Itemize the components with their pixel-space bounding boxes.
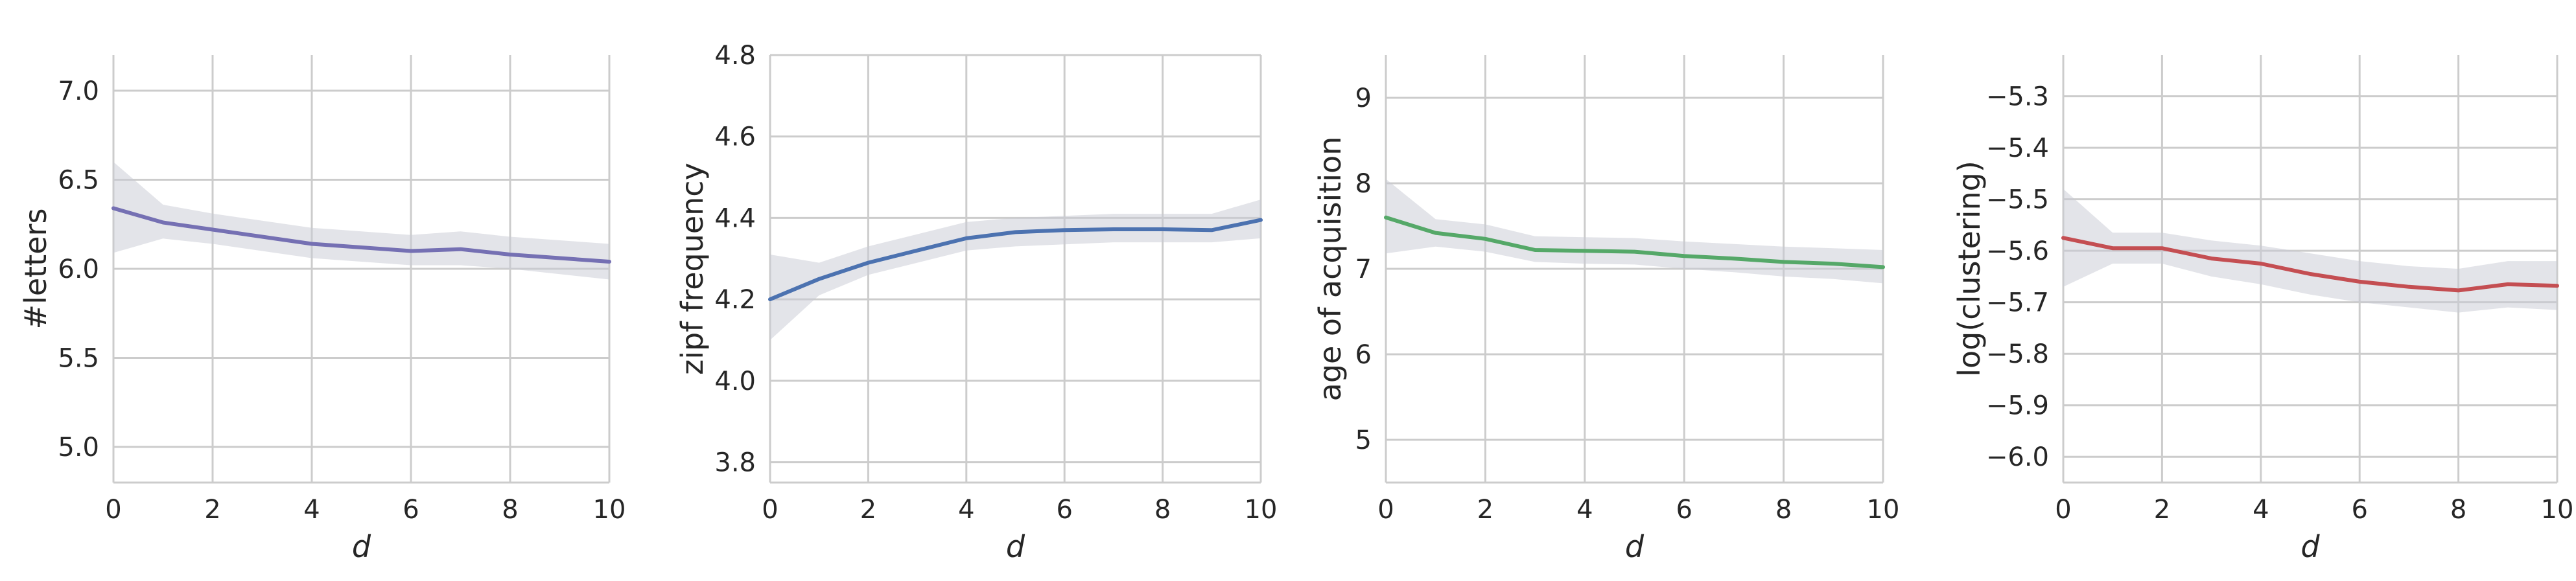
x-tick-label: 6	[1056, 495, 1072, 525]
y-tick-label: −5.9	[1986, 391, 2049, 421]
series-line	[2061, 236, 2559, 293]
y-tick-label: 4.6	[714, 122, 756, 152]
series-line	[111, 206, 611, 264]
x-tick-label: 10	[2541, 495, 2574, 525]
x-tick-label: 8	[1154, 495, 1171, 525]
y-tick-label: 4.4	[714, 203, 756, 233]
y-axis-label: zipf frequency	[675, 163, 710, 375]
y-tick-label: −5.5	[1986, 185, 2049, 215]
x-tick-label: 8	[502, 495, 518, 525]
confidence-band	[1386, 179, 1883, 284]
x-tick-label: 2	[860, 495, 876, 525]
x-tick-label: 6	[2351, 495, 2367, 525]
confidence-band	[770, 199, 1261, 340]
x-tick-label: 8	[1775, 495, 1792, 525]
x-tick-label: 0	[2055, 495, 2071, 525]
x-tick-label: 10	[593, 495, 626, 525]
y-tick-label: 7	[1355, 255, 1372, 284]
x-tick-label: 2	[2154, 495, 2170, 525]
panel-letters: 0 2 4 6 8 10 5.0 5.5 6.0 6.5 7.0 d #letters	[18, 55, 626, 564]
y-tick-label: 5.0	[58, 433, 99, 462]
y-tick-label: 8	[1355, 169, 1372, 199]
x-tick-label: 0	[1377, 495, 1394, 525]
confidence-band	[2063, 188, 2557, 313]
y-tick-label: −6.0	[1986, 442, 2049, 472]
x-axis-label: d	[1625, 529, 1645, 564]
x-tick-label: 0	[105, 495, 121, 525]
x-tick-label: 6	[1676, 495, 1692, 525]
x-tick-label: 2	[1477, 495, 1493, 525]
x-tick-label: 6	[403, 495, 419, 525]
y-tick-label: 7.0	[58, 76, 99, 106]
series-line	[1384, 215, 1885, 269]
x-tick-label: 4	[958, 495, 974, 525]
y-tick-label: 6.5	[58, 166, 99, 196]
x-tick-label: 2	[204, 495, 220, 525]
panel-log-clustering: 0 2 4 6 8 10−6.0−5.9−5.8−5.7−5.6−5.5−5.4−5.3 …	[1952, 55, 2573, 564]
x-tick-label: 0	[762, 495, 778, 525]
x-tick-label: 8	[2450, 495, 2466, 525]
y-tick-label: −5.8	[1986, 339, 2049, 369]
y-tick-label: 6.0	[58, 255, 99, 284]
plot-area: 0 2 4 6 8 10 5 6 7 8 9	[1355, 55, 1900, 525]
y-tick-label: −5.7	[1986, 288, 2049, 318]
y-tick-label: 4.8	[714, 41, 756, 71]
plot-area: 0 2 4 6 8 10 5.0 5.5 6.0 6.5 7.0	[58, 55, 626, 525]
y-tick-label: −5.3	[1986, 82, 2049, 112]
x-tick-label: 10	[1245, 495, 1278, 525]
x-axis-label: d	[1006, 529, 1025, 564]
y-tick-label: 5.5	[58, 344, 99, 374]
y-axis-label: age of acquisition	[1313, 137, 1348, 402]
series-line	[768, 218, 1263, 302]
y-tick-label: 9	[1355, 84, 1372, 113]
y-tick-label: 4.2	[714, 285, 756, 315]
y-tick-label: −5.4	[1986, 133, 2049, 163]
y-tick-label: 3.8	[714, 448, 756, 478]
y-tick-label: 6	[1355, 340, 1372, 370]
x-axis-label: d	[2301, 529, 2320, 564]
plot-area: 0 2 4 6 8 10 −6.0 −5.9 −5.8 −5.7 −5.6 −5.5 −5.4 −5.3	[1986, 55, 2574, 525]
y-tick-label: 5	[1355, 426, 1372, 455]
panel-zipf-frequency: 0 2 4 6 8 10 3.8 4.0 4.2 4.4 4.6 4.8 d zipf frequen…	[675, 41, 1277, 564]
x-tick-label: 4	[2253, 495, 2269, 525]
y-tick-label: −5.6	[1986, 236, 2049, 266]
x-tick-label: 10	[1867, 495, 1900, 525]
x-axis-label: d	[352, 529, 371, 564]
x-tick-label: 4	[303, 495, 320, 525]
y-axis-label: log(clustering)	[1952, 161, 1987, 377]
x-tick-label: 4	[1576, 495, 1593, 525]
y-tick-label: 4.0	[714, 367, 756, 396]
plot-area: 0 2 4 6 8 10 3.8 4.0 4.2 4.4 4.6 4.8	[714, 41, 1277, 525]
y-axis-label: #letters	[18, 209, 53, 330]
panel-age-of-acquisition: 0 2 4 6 8 10 5 6 7 8 9 d age of acquisition	[1313, 55, 1899, 564]
